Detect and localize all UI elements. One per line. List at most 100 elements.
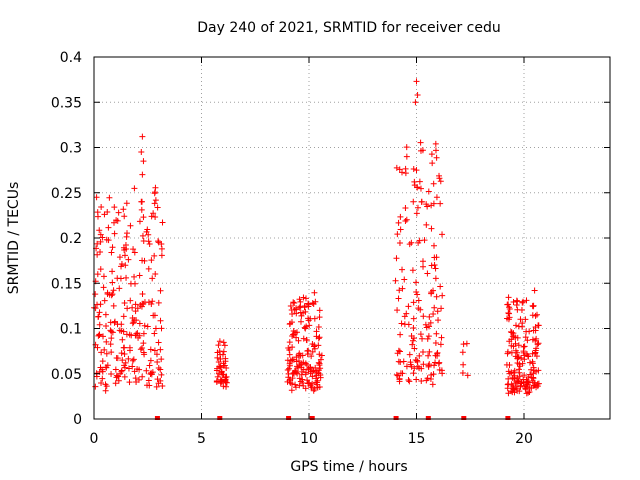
data-point — [526, 359, 533, 366]
data-point — [125, 256, 132, 263]
data-point — [131, 185, 138, 192]
data-point — [297, 298, 304, 305]
data-point — [288, 387, 295, 394]
data-point — [97, 364, 104, 371]
data-point — [109, 244, 116, 251]
data-point — [436, 359, 443, 366]
data-point — [301, 304, 308, 311]
data-point — [303, 336, 310, 343]
data-point — [138, 303, 145, 310]
data-point — [130, 356, 137, 363]
data-point — [288, 306, 295, 313]
data-point — [127, 222, 134, 229]
data-point — [289, 375, 296, 382]
data-point — [292, 384, 299, 391]
data-point — [523, 383, 530, 390]
data-point — [285, 374, 292, 381]
data-point — [524, 337, 531, 344]
gap-marker — [154, 416, 160, 420]
data-point — [103, 322, 109, 329]
data-point — [523, 390, 530, 397]
data-point — [118, 350, 125, 357]
data-point — [403, 216, 410, 223]
gap-marker — [217, 416, 223, 420]
data-point — [105, 224, 112, 231]
data-point — [109, 279, 116, 286]
data-point — [152, 325, 159, 332]
data-point — [136, 218, 143, 225]
data-point — [464, 372, 471, 379]
data-point — [315, 342, 322, 349]
data-point — [110, 302, 117, 309]
data-point — [396, 378, 403, 385]
data-point — [521, 372, 528, 379]
data-point — [137, 346, 144, 353]
data-point — [302, 385, 309, 392]
data-point — [413, 288, 420, 295]
data-point — [419, 349, 426, 356]
data-point — [316, 362, 323, 369]
data-point — [415, 297, 422, 304]
data-point — [104, 362, 111, 369]
data-point — [125, 355, 132, 362]
data-point — [101, 346, 108, 353]
data-point — [406, 351, 413, 358]
data-point — [411, 365, 418, 372]
data-point — [113, 372, 120, 379]
data-point — [123, 274, 130, 281]
data-point — [222, 377, 229, 384]
data-point — [423, 221, 430, 228]
data-point — [503, 361, 510, 368]
data-point — [394, 372, 401, 379]
data-point — [396, 287, 403, 294]
data-point — [307, 370, 314, 377]
data-point — [395, 347, 402, 354]
data-point — [138, 149, 145, 156]
data-point — [147, 346, 154, 353]
data-point — [140, 330, 147, 337]
data-point — [414, 204, 421, 211]
data-point — [528, 384, 535, 391]
data-point — [318, 352, 325, 359]
data-point — [529, 302, 536, 309]
data-point — [139, 171, 146, 178]
data-point — [517, 383, 524, 390]
data-point — [110, 287, 117, 294]
data-point — [136, 320, 143, 327]
data-point — [289, 344, 296, 351]
data-point — [122, 262, 129, 269]
data-point — [529, 360, 536, 367]
data-point — [97, 249, 104, 256]
data-point — [523, 297, 530, 304]
data-point — [217, 378, 224, 385]
data-point — [309, 348, 316, 355]
data-point — [428, 202, 435, 209]
data-point — [286, 347, 293, 354]
axis-ticks: 0 5 10 15 20 0 0.05 0.1 0.15 0.2 0.25 0.3 0.35 0.4 — [51, 50, 610, 447]
data-point — [402, 170, 409, 177]
data-point — [157, 366, 164, 373]
data-point — [290, 299, 297, 306]
data-point — [113, 217, 120, 224]
data-point — [121, 252, 128, 259]
data-point — [399, 266, 406, 273]
data-point — [214, 354, 221, 361]
data-point — [109, 291, 116, 298]
data-point — [394, 307, 401, 314]
data-point — [155, 238, 162, 245]
y-tick-label: 0.4 — [60, 50, 82, 66]
data-point — [417, 139, 424, 146]
data-point — [504, 381, 511, 388]
data-point — [109, 268, 116, 275]
data-point — [533, 384, 540, 391]
data-point — [103, 350, 110, 357]
data-point — [122, 359, 129, 366]
data-point — [96, 331, 103, 338]
data-point — [530, 367, 537, 374]
data-point — [127, 280, 134, 287]
y-tick-label: 0 — [73, 412, 82, 428]
data-point — [433, 194, 440, 201]
data-point — [520, 298, 527, 305]
data-point — [431, 362, 438, 369]
data-point — [308, 353, 315, 360]
